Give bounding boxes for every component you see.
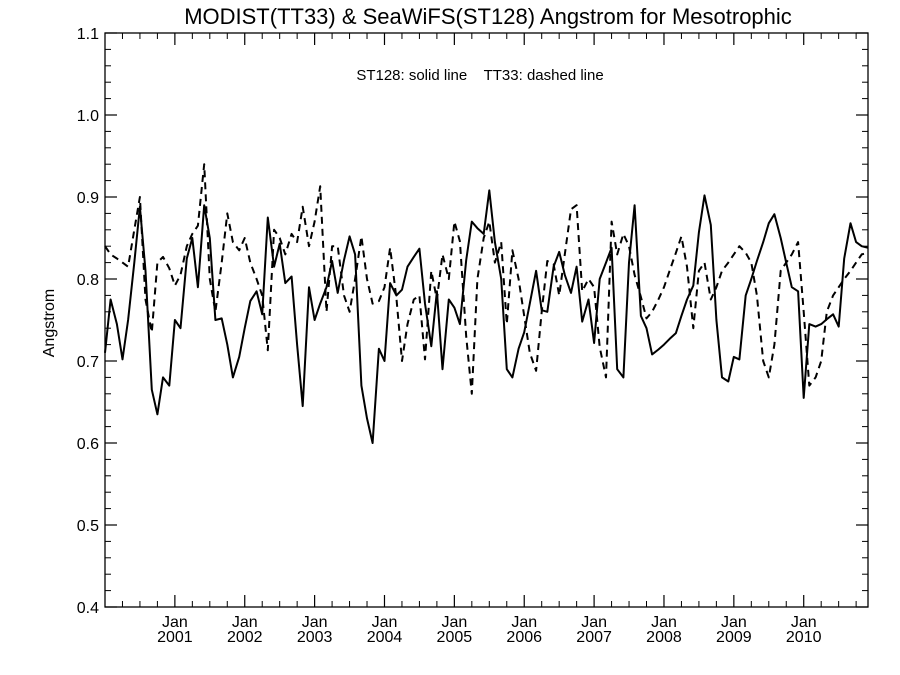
y-tick-label: 0.6 xyxy=(77,436,99,453)
x-tick-year-label: 2004 xyxy=(367,629,403,646)
series-line-tt33 xyxy=(104,163,869,395)
x-tick-year-label: 2009 xyxy=(716,629,752,646)
y-axis-title: Angstrom xyxy=(41,289,58,357)
x-tick-month-label: Jan xyxy=(791,614,817,631)
x-tick-month-label: Jan xyxy=(651,614,677,631)
series-lines xyxy=(104,163,869,444)
x-tick-month-label: Jan xyxy=(441,614,467,631)
x-tick-year-label: 2002 xyxy=(227,629,263,646)
chart-title: MODIST(TT33) & SeaWiFS(ST128) Angstrom f… xyxy=(184,4,792,29)
x-tick-year-label: 2006 xyxy=(506,629,542,646)
x-tick-month-label: Jan xyxy=(302,614,328,631)
x-tick-month-label: Jan xyxy=(581,614,607,631)
x-tick-year-label: 2010 xyxy=(786,629,822,646)
axes xyxy=(104,32,869,608)
y-tick-label: 0.5 xyxy=(77,518,99,535)
x-tick-year-label: 2007 xyxy=(576,629,612,646)
y-tick-label: 0.4 xyxy=(77,600,99,617)
x-tick-month-label: Jan xyxy=(721,614,747,631)
y-tick-label: 1.0 xyxy=(77,108,99,125)
x-tick-month-label: Jan xyxy=(232,614,258,631)
x-tick-month-label: Jan xyxy=(511,614,537,631)
x-tick-year-label: 2003 xyxy=(297,629,333,646)
x-tick-month-label: Jan xyxy=(162,614,188,631)
axis-ticks: 0.40.50.60.70.80.91.01.1Jan2001Jan2002Ja… xyxy=(77,26,868,646)
series-line-st128 xyxy=(104,189,869,444)
x-tick-month-label: Jan xyxy=(372,614,398,631)
x-tick-year-label: 2001 xyxy=(157,629,193,646)
y-tick-label: 0.8 xyxy=(77,272,99,289)
x-tick-year-label: 2005 xyxy=(437,629,473,646)
y-tick-label: 0.7 xyxy=(77,354,99,371)
y-tick-label: 0.9 xyxy=(77,190,99,207)
y-tick-label: 1.1 xyxy=(77,26,99,43)
x-tick-year-label: 2008 xyxy=(646,629,682,646)
plot-frame xyxy=(104,32,869,608)
legend-annotation: ST128: solid line TT33: dashed line xyxy=(356,67,603,84)
